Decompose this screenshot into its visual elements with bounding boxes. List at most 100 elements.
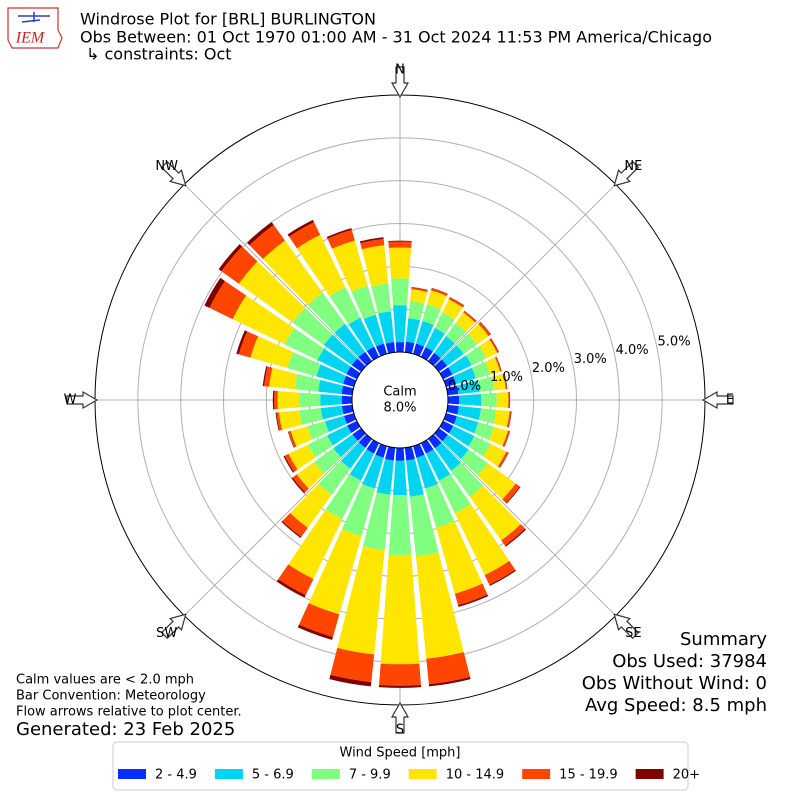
bar-segment [362,454,384,489]
bar-segment [287,219,315,237]
bar-segment [508,411,512,428]
bar-segment [428,352,441,366]
bar-segment [485,357,501,375]
bar-segment [446,385,459,396]
bar-segment [278,564,314,596]
bar-segment [360,238,385,250]
compass-arrow-shape [160,613,187,640]
compass-arrow-shape [160,160,187,187]
bar-segment [388,247,412,279]
bar-segment [327,425,352,446]
bar-segment [442,434,469,460]
bar-segment [218,244,243,272]
bar-segment [358,434,372,448]
bar-segment [287,431,295,448]
bar-segment [460,449,488,476]
calm-label: Calm [383,385,416,400]
bar-segment [448,297,465,308]
bar-segment [361,245,389,287]
bar-segment [283,455,295,473]
bar-segment [298,392,321,408]
bar-segment [439,367,453,380]
bar-segment [337,546,385,655]
bar-segment [209,281,247,320]
bar-segment [453,367,476,385]
bar-segment [284,327,325,361]
bar-segment [393,460,407,496]
bar-segment [434,428,448,442]
bar-segment [431,287,448,295]
bar-segment [420,347,433,361]
bar-segment [425,484,455,528]
bar-segment [404,446,415,461]
bar-segment [464,310,477,322]
note: Flow arrows relative to plot center. [16,705,242,720]
bar-segment [352,428,366,441]
bar-segment [342,484,375,537]
bar-segment [343,375,357,387]
bar-segment [502,483,520,504]
bar-segment [503,373,507,390]
bar-segment [380,554,420,665]
bar-segment [395,342,405,353]
bar-segment [349,449,375,481]
bar-segment [359,237,384,244]
bar-segment [481,392,497,408]
bar-segment [323,334,358,366]
bar-segment [478,408,497,424]
bar-segment [332,240,368,292]
bar-segment [456,380,480,395]
bar-segment [342,404,354,415]
bar-segment [388,494,412,556]
bar-segment [247,222,274,246]
bar-segment [366,439,380,454]
bar-segment [449,297,465,306]
summary-line: Avg Speed: 8.5 mph [585,695,767,716]
bar-segment [288,444,316,470]
bar-segment [294,374,321,392]
bar-segment [334,323,366,358]
bar-segment [348,317,375,352]
bar-segment [434,359,448,372]
bar-segment [238,261,306,323]
compass-arrow [160,613,187,640]
bar-segment [428,434,442,449]
bar-segment [501,524,526,546]
compass-arrow-shape [701,390,734,410]
bar-segment [371,283,391,314]
bar-segment [325,474,362,520]
compass-arrow [613,160,640,187]
bar-segment [420,439,434,454]
bar-segment [438,474,471,514]
bar-segment [489,569,517,586]
bar-segment [232,295,295,345]
bar-segment [388,241,412,248]
bar-segment [326,228,352,239]
bar-segment [471,361,491,379]
bar-segment [468,435,491,457]
generated-date: Generated: 23 Feb 2025 [16,719,235,740]
bar-segment [425,449,451,481]
bar-segment [505,486,521,504]
legend-label: 5 - 6.9 [252,768,294,783]
legend-label: 7 - 9.9 [349,768,391,783]
bar-segment [363,314,385,347]
r-tick-label: 5.0% [658,334,691,349]
bar-segment [465,346,487,366]
bar-segment [238,331,259,358]
bar-segment [426,652,471,685]
compass-arrow [160,160,187,187]
bar-segment [492,373,506,391]
bar-segment [320,394,342,406]
bar-segment [351,285,376,320]
bar-segment [307,435,334,458]
legend: Wind Speed [mph] 2 - 4.9 5 - 6.9 7 - 9.9 10… [112,741,700,791]
compass-arrow [701,390,734,410]
bar-segment [299,603,340,638]
bar-segment [422,304,441,325]
bar-segment [456,333,478,354]
bar-segment [282,513,308,537]
note: Calm values are < 2.0 mph [16,673,194,688]
subtitle: Obs Between: 01 Oct 1970 01:00 AM - 31 O… [80,28,712,47]
